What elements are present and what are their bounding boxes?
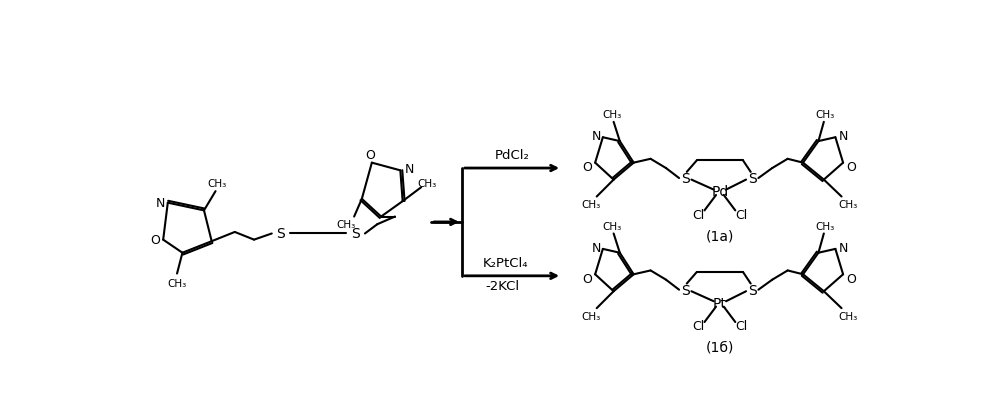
Text: CH₃: CH₃ [417,179,437,189]
Text: S: S [352,227,361,241]
Text: CH₃: CH₃ [603,221,622,231]
Text: Cl: Cl [692,320,704,332]
Text: O: O [583,161,593,173]
Text: CH₃: CH₃ [207,179,227,189]
Text: O: O [846,272,856,285]
Text: CH₃: CH₃ [581,200,601,210]
Text: CH₃: CH₃ [167,278,186,288]
Text: CH₃: CH₃ [838,200,858,210]
Text: S: S [748,283,757,297]
Text: N: N [405,163,414,176]
Text: O: O [583,272,593,285]
Text: K₂PtCl₄: K₂PtCl₄ [483,256,529,270]
Text: Cl: Cl [692,208,704,221]
Text: CH₃: CH₃ [816,221,835,231]
Text: S: S [277,227,286,241]
Text: Cl: Cl [735,208,748,221]
Text: (1a): (1a) [706,228,734,242]
Text: -2KCl: -2KCl [486,280,520,293]
Text: Pd: Pd [711,185,728,199]
Text: (1б): (1б) [706,340,734,354]
Text: PdCl₂: PdCl₂ [495,149,530,162]
Text: Cl: Cl [735,320,748,332]
Text: CH₃: CH₃ [337,220,356,230]
Text: N: N [839,241,848,254]
Text: CH₃: CH₃ [581,311,601,321]
Text: S: S [748,172,757,185]
Text: N: N [839,130,848,143]
Text: O: O [846,161,856,173]
Text: Pt: Pt [713,296,727,310]
Text: CH₃: CH₃ [816,110,835,120]
Text: N: N [592,130,602,143]
Text: CH₃: CH₃ [603,110,622,120]
Text: O: O [366,148,375,161]
Text: N: N [155,197,164,210]
Text: O: O [150,234,160,247]
Text: S: S [681,172,689,185]
Text: N: N [592,241,602,254]
Text: CH₃: CH₃ [838,311,858,321]
Text: S: S [681,283,689,297]
